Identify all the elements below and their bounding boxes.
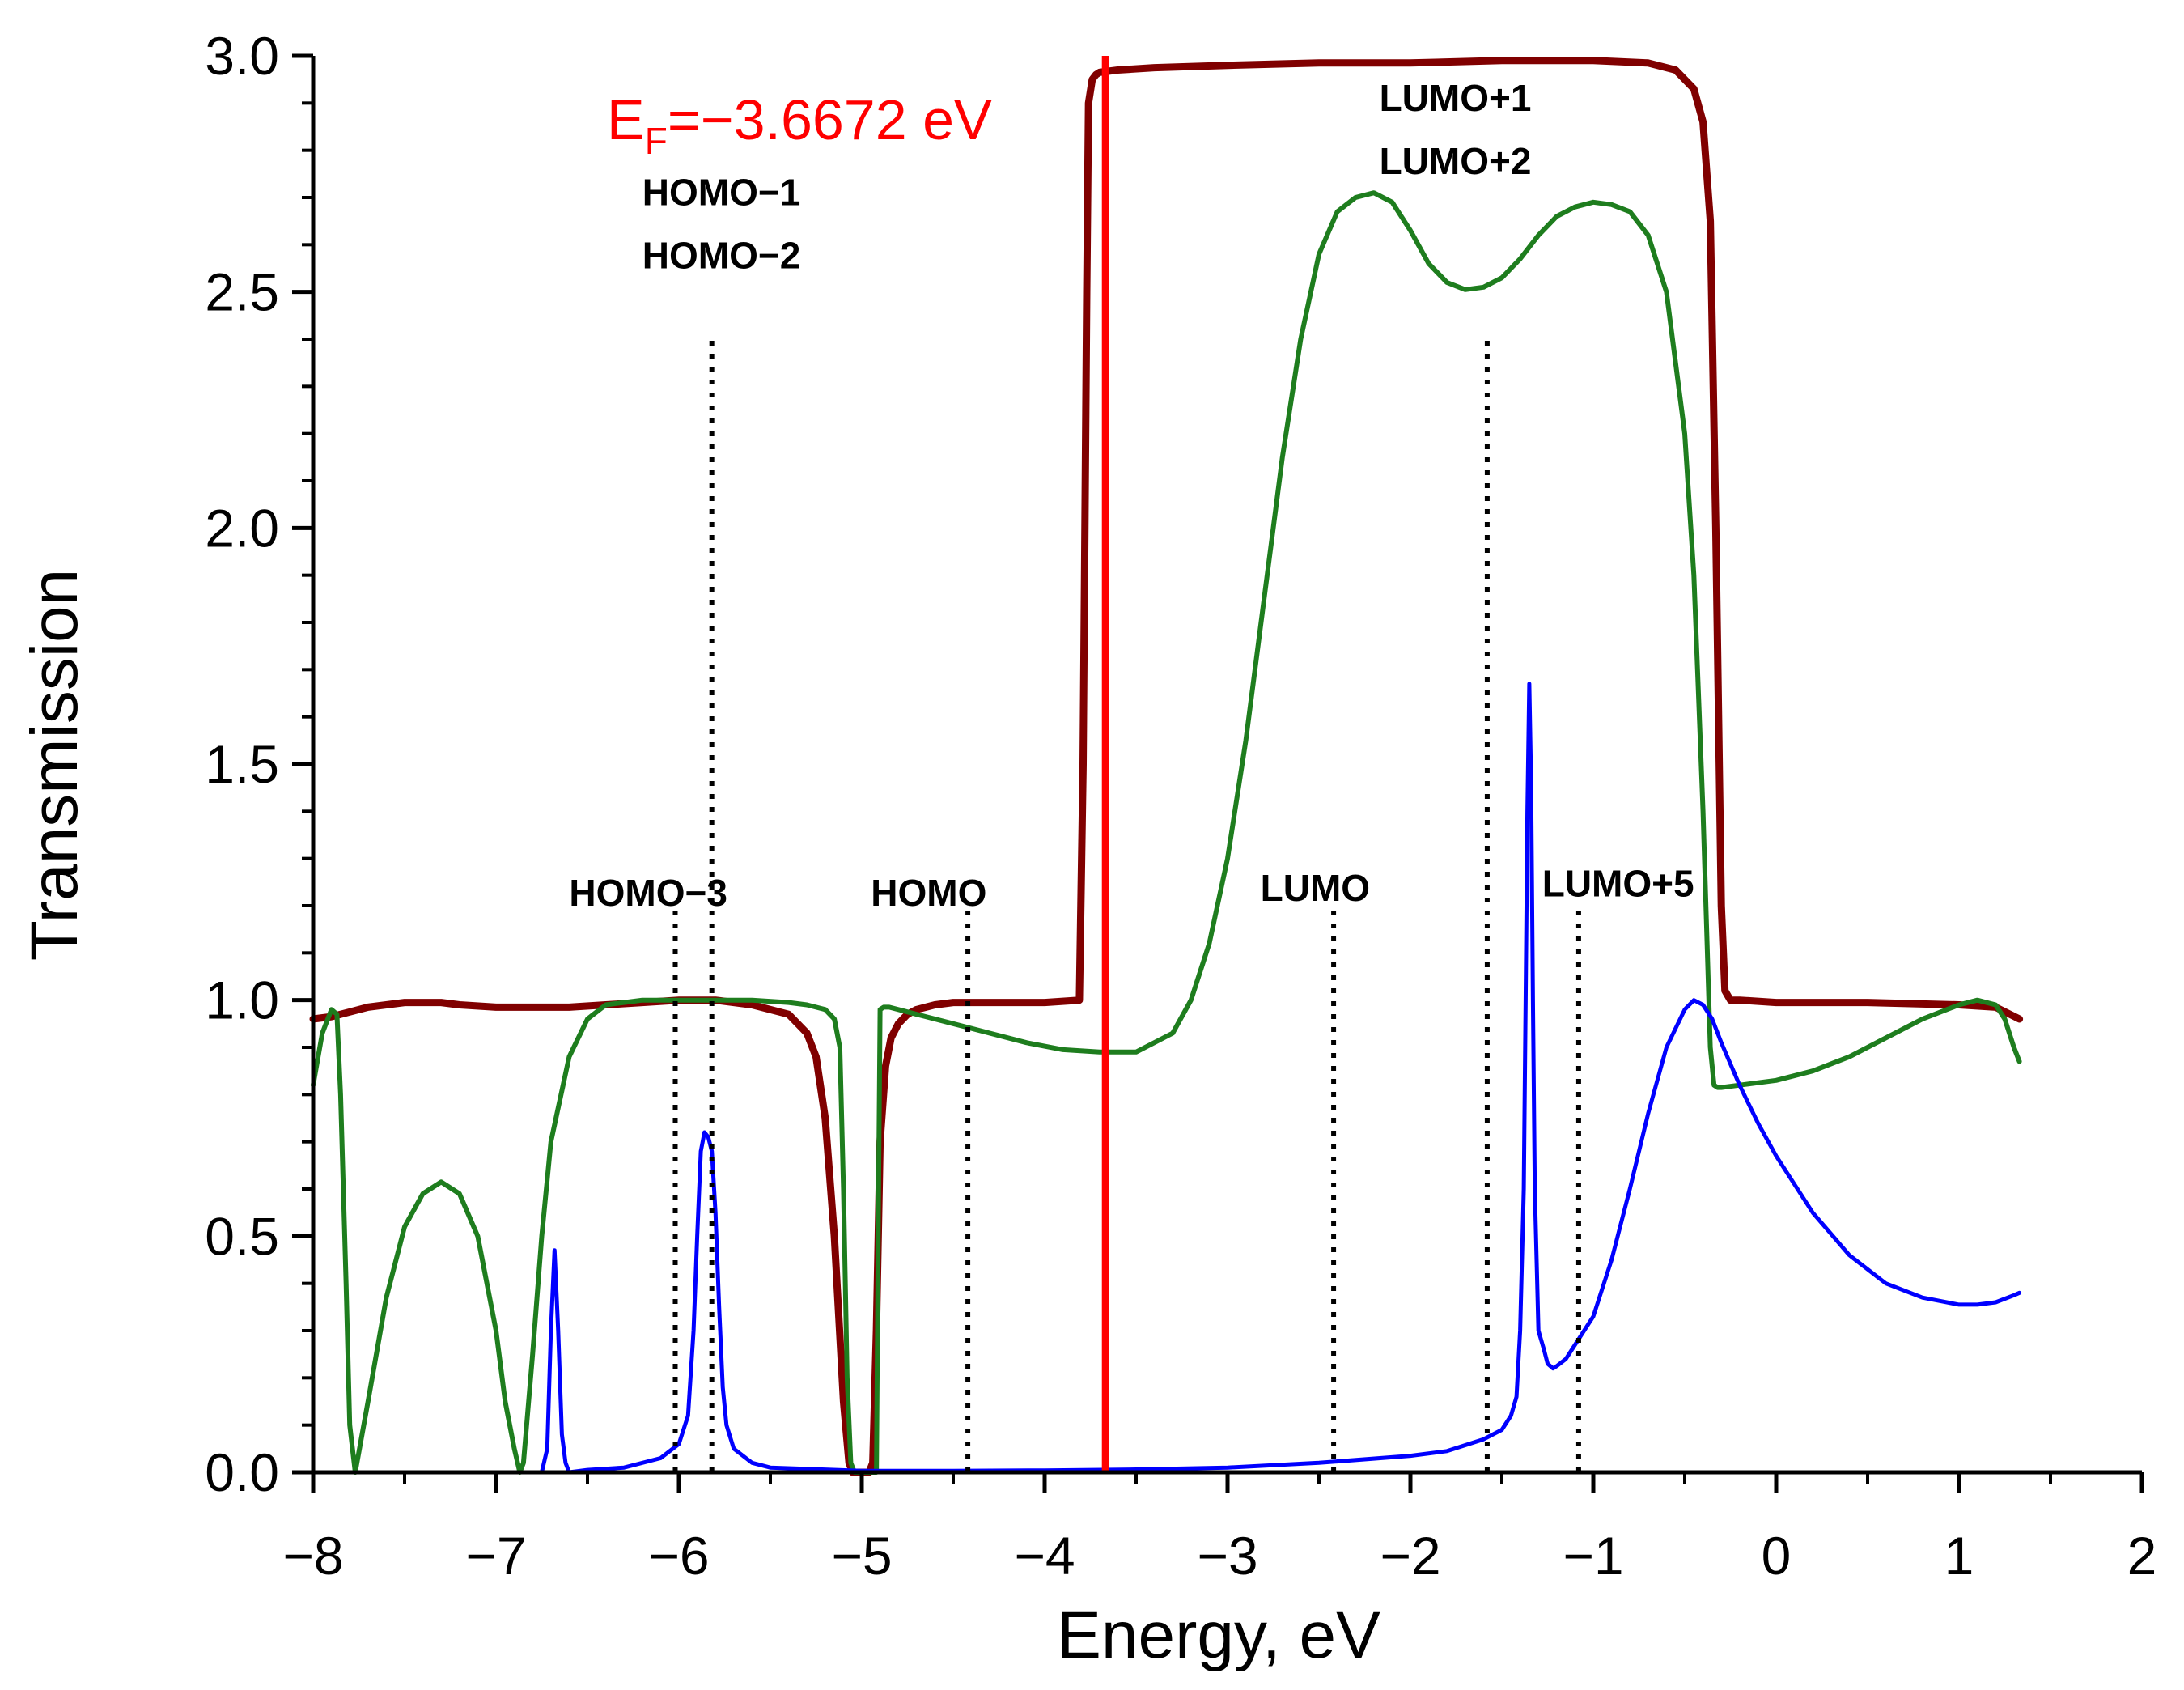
axes-layer: −8 −7 −6 −5 −4 −3 −2 −1 0 1 2 0.0 0.5 1.0 1.5 2.0 2.5 3.0: [205, 26, 2156, 1586]
y-tick-label: 1.0: [205, 970, 279, 1030]
fermi-level-label: EF=−3.6672 eV: [607, 88, 992, 162]
fermi-label-sub: F: [645, 120, 668, 162]
series-layer: [309, 57, 2024, 1476]
x-tick-label: −7: [465, 1526, 526, 1586]
orbital-label-homo-1-2: HOMO−2: [642, 235, 801, 277]
y-axis-title: Transmission: [18, 569, 91, 962]
orbital-label-homo-3: HOMO−3: [569, 872, 727, 914]
series-line-green: [311, 190, 2022, 1475]
x-tick-label: −4: [1014, 1526, 1075, 1586]
orbital-label-lumo-1-2: LUMO+1: [1380, 77, 1532, 119]
x-tick-label: −1: [1563, 1526, 1623, 1586]
orbital-label-lumo-1-2: LUMO+2: [1380, 140, 1532, 182]
series-line-dark-red: [309, 57, 2024, 1476]
y-tick-label: 2.5: [205, 262, 279, 322]
x-tick-label: −5: [831, 1526, 892, 1586]
x-tick-label: −8: [282, 1526, 343, 1586]
orbital-label-lumo-5: LUMO+5: [1542, 862, 1694, 904]
y-tick-label: 0.5: [205, 1206, 279, 1266]
x-tick-label: 0: [1762, 1526, 1792, 1586]
x-tick-label: 2: [2127, 1526, 2157, 1586]
orbital-label-lumo: LUMO: [1261, 867, 1370, 909]
y-tick-label: 2.0: [205, 498, 279, 558]
y-tick-label: 3.0: [205, 26, 279, 86]
label-layer: HOMO−3 HOMO−1 HOMO−2 HOMO LUMO LUMO+1 LUMO+2 LU…: [569, 77, 1694, 914]
series-line-blue: [311, 682, 2022, 1475]
x-tick-label: −6: [648, 1526, 709, 1586]
orbital-label-homo: HOMO: [871, 872, 986, 914]
y-tick-label: 0.0: [205, 1442, 279, 1502]
fermi-label-main: E: [607, 88, 645, 151]
x-tick-label: −3: [1197, 1526, 1257, 1586]
orbital-marker-layer: [672, 56, 1581, 1472]
orbital-label-homo-1-2: HOMO−1: [642, 172, 801, 214]
y-tick-label: 1.5: [205, 734, 279, 794]
x-tick-label: 1: [1944, 1526, 1974, 1586]
fermi-label-value: =−3.6672 eV: [668, 88, 992, 151]
x-tick-label: −2: [1380, 1526, 1440, 1586]
x-axis-title: Energy, eV: [1057, 1599, 1380, 1672]
